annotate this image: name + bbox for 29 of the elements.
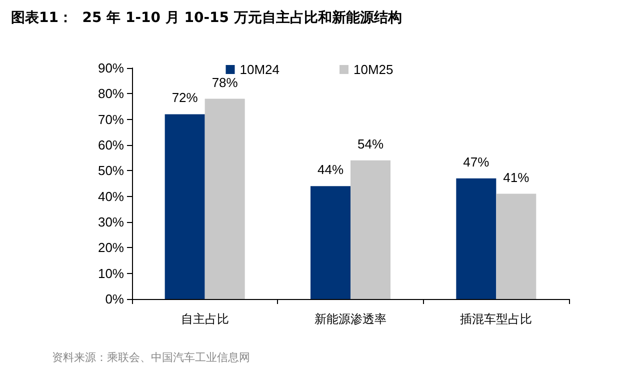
- y-tick-label: 60%: [98, 138, 124, 152]
- bar: [204, 98, 245, 299]
- y-tick-label: 40%: [98, 188, 124, 204]
- bar: [310, 186, 350, 299]
- x-tick-label: 新能源渗透率: [314, 312, 386, 326]
- bar: [164, 114, 205, 299]
- legend-label: 10M25: [354, 62, 394, 77]
- data-label: 47%: [463, 154, 490, 170]
- y-tick-label: 30%: [98, 214, 124, 230]
- data-label: 54%: [357, 136, 384, 152]
- bar: [496, 194, 536, 299]
- text: 资料来源：乘联会、中国汽车工业信息网: [52, 351, 250, 364]
- y-tick-label: 10%: [98, 266, 124, 281]
- data-label: 44%: [317, 162, 344, 178]
- y-tick-label: 70%: [98, 112, 124, 127]
- bar: [456, 178, 496, 299]
- data-label: 72%: [172, 90, 198, 106]
- y-tick-label: 0%: [105, 292, 124, 306]
- x-tick-label: 插混车型占比: [460, 312, 532, 326]
- x-tick-label: 自主占比: [180, 312, 229, 326]
- bar: [350, 160, 390, 299]
- chart-title: 图表11： 25 年 1-10 月 10-15 万元自主占比和新能源结构: [11, 9, 402, 26]
- y-tick-label: 80%: [98, 86, 124, 102]
- data-label: 41%: [503, 170, 530, 185]
- legend-label: 10M24: [240, 62, 280, 77]
- data-label: 78%: [212, 74, 238, 90]
- y-tick-label: 50%: [98, 163, 124, 178]
- y-tick-label: 90%: [98, 60, 124, 76]
- y-tick-label: 20%: [98, 240, 124, 256]
